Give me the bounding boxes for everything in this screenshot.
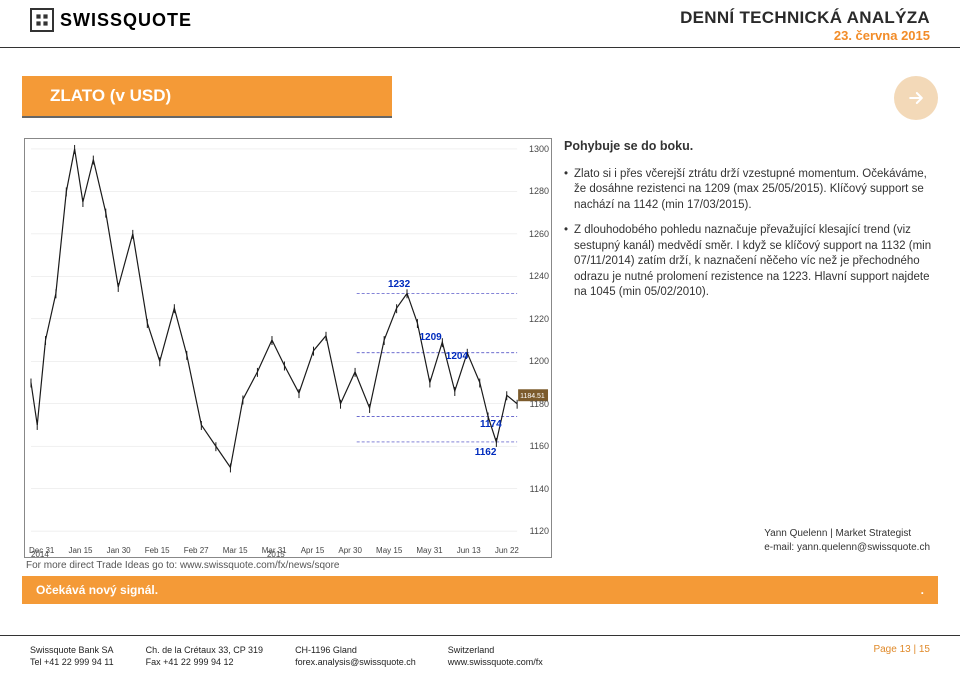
footer-line: Ch. de la Crétaux 33, CP 319 xyxy=(146,644,263,656)
year-label: 2015 xyxy=(267,550,285,559)
instrument-title: ZLATO (v USD) xyxy=(22,76,392,118)
footer-line: CH-1196 Gland xyxy=(295,644,416,656)
analysis-text: Pohybuje se do boku. •Zlato si i přes vč… xyxy=(564,138,936,558)
analyst-email: e-mail: yann.quelenn@swissquote.ch xyxy=(764,541,930,555)
signal-bar: Očekává nový signál. . xyxy=(22,576,938,604)
y-tick: 1240 xyxy=(529,271,549,281)
y-tick: 1160 xyxy=(530,441,549,451)
brand-name: SWISSQUOTE xyxy=(60,10,192,31)
analyst-name: Yann Quelenn | Market Strategist xyxy=(764,527,930,541)
y-tick: 1260 xyxy=(529,229,549,239)
year-label: 2014 xyxy=(31,550,49,559)
chart-annotation: 1204 xyxy=(446,351,468,362)
x-tick: Jun 22 xyxy=(495,546,519,555)
y-tick: 1280 xyxy=(529,186,549,196)
x-tick: Jan 15 xyxy=(68,546,92,555)
chart-annotation: 1162 xyxy=(475,447,497,458)
footer-line: Switzerland xyxy=(448,644,543,656)
x-tick: Jan 30 xyxy=(107,546,131,555)
y-tick: 1140 xyxy=(530,484,549,494)
price-chart: 1184.51 11201140116011801200122012401260… xyxy=(24,138,552,558)
x-tick: May 31 xyxy=(416,546,442,555)
x-tick: Feb 27 xyxy=(184,546,209,555)
page-indicator: Page 13 | 15 xyxy=(873,644,930,655)
y-tick: 1300 xyxy=(529,144,549,154)
x-tick: Jun 13 xyxy=(457,546,481,555)
footer-col: Swissquote Bank SATel +41 22 999 94 11 xyxy=(30,644,114,668)
footer-col: Ch. de la Crétaux 33, CP 319Fax +41 22 9… xyxy=(146,644,263,668)
signal-dot: . xyxy=(921,583,924,597)
brand-logo: SWISSQUOTE xyxy=(30,8,192,32)
analysis-bullet: Z dlouhodobého pohledu naznačuje převažu… xyxy=(574,223,936,301)
footer-line: Swissquote Bank SA xyxy=(30,644,114,656)
footer-col: CH-1196 Glandforex.analysis@swissquote.c… xyxy=(295,644,416,668)
y-tick: 1200 xyxy=(529,356,549,366)
x-tick: Feb 15 xyxy=(145,546,170,555)
footer-col: Switzerlandwww.swissquote.com/fx xyxy=(448,644,543,668)
footer-line: Tel +41 22 999 94 11 xyxy=(30,656,114,668)
logo-icon xyxy=(30,8,54,32)
signal-text: Očekává nový signál. xyxy=(36,583,158,597)
y-tick: 1120 xyxy=(530,526,549,536)
report-date: 23. června 2015 xyxy=(680,28,930,43)
chart-annotation: 1209 xyxy=(420,332,442,343)
x-tick: Mar 15 xyxy=(223,546,248,555)
analysis-heading: Pohybuje se do boku. xyxy=(564,138,936,155)
footer-line: www.swissquote.com/fx xyxy=(448,656,543,668)
x-tick: May 15 xyxy=(376,546,402,555)
x-tick: Apr 15 xyxy=(301,546,325,555)
y-tick: 1220 xyxy=(529,314,549,324)
trade-ideas-link[interactable]: For more direct Trade Ideas go to: www.s… xyxy=(26,560,960,571)
x-tick: Apr 30 xyxy=(338,546,362,555)
chart-annotation: 1232 xyxy=(388,279,410,290)
footer-line: Fax +41 22 999 94 12 xyxy=(146,656,263,668)
chart-annotation: 1174 xyxy=(480,419,502,430)
report-title: DENNÍ TECHNICKÁ ANALÝZA xyxy=(680,8,930,28)
y-tick: 1180 xyxy=(530,399,549,409)
footer-line: forex.analysis@swissquote.ch xyxy=(295,656,416,668)
analysis-bullet: Zlato si i přes včerejší ztrátu drží vze… xyxy=(574,167,936,214)
arrow-right-icon xyxy=(894,76,938,120)
